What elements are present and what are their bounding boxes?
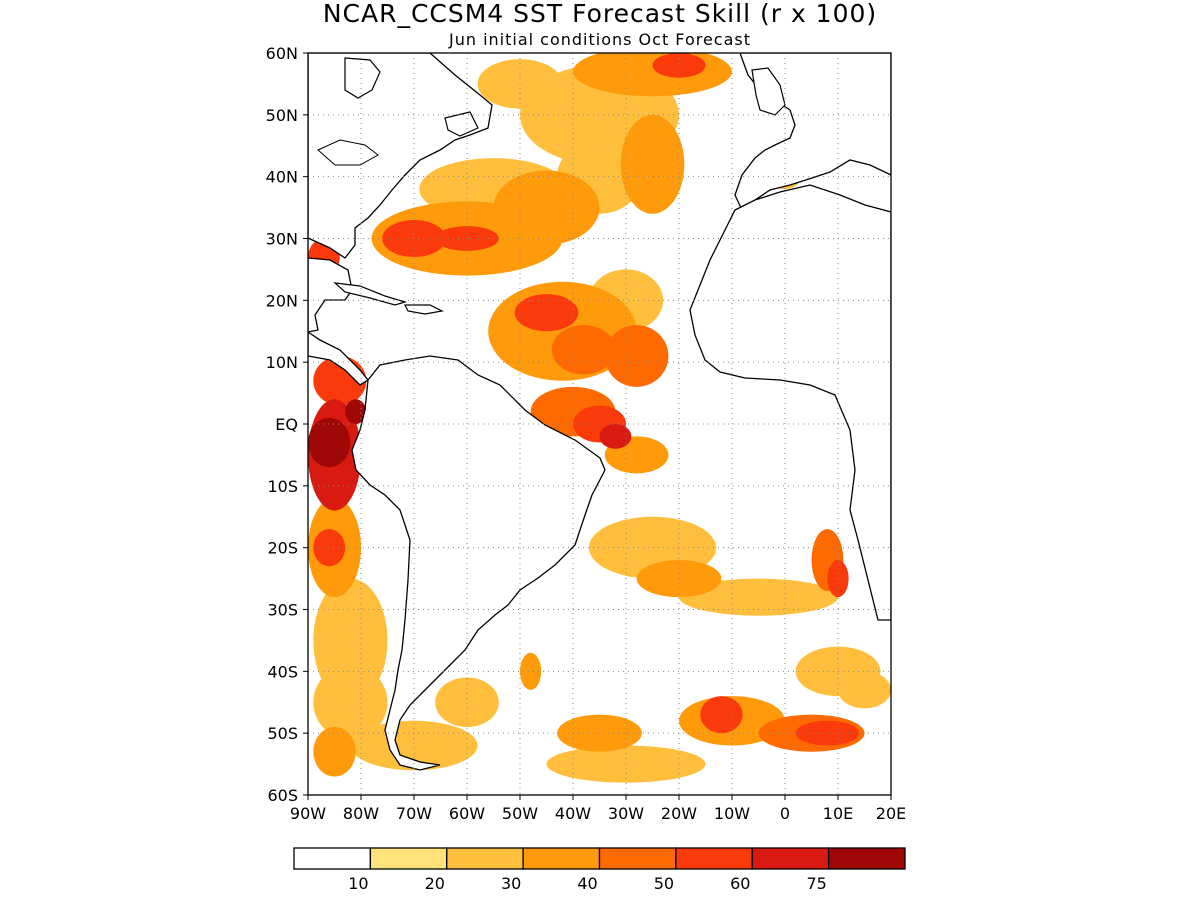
gulf-coast: [308, 257, 353, 333]
skill-region: [308, 417, 351, 468]
skill-region: [599, 424, 632, 449]
lat-tick-label: 30S: [267, 601, 298, 620]
lon-tick-label: 10W: [714, 804, 750, 823]
skill-field: [308, 53, 891, 783]
lon-tick-label: 0: [780, 804, 790, 823]
central-america: [308, 331, 369, 386]
north-america-landmass: [308, 53, 493, 259]
lat-tick-label: 10S: [267, 477, 298, 496]
colorbar-label: 30: [501, 874, 521, 893]
colorbar-swatch: [369, 847, 448, 870]
british-isles: [751, 67, 786, 116]
lon-tick-label: 50W: [502, 804, 538, 823]
skill-region: [514, 294, 579, 332]
newfoundland: [444, 111, 479, 137]
lat-tick-label: 20S: [267, 539, 298, 558]
colorbar-label: 10: [348, 874, 368, 893]
skill-region: [345, 399, 367, 424]
colorbar-swatch: [522, 847, 601, 870]
lon-tick-label: 20W: [661, 804, 697, 823]
colorbar-label: 60: [730, 874, 750, 893]
skill-region: [313, 665, 388, 740]
graticule: [308, 53, 891, 795]
colorbar-swatch: [675, 847, 753, 870]
skill-region: [313, 726, 356, 777]
africa-landmass: [689, 184, 891, 621]
lon-tick-label: 40W: [555, 804, 591, 823]
skill-region: [557, 714, 642, 752]
skill-region: [679, 578, 838, 616]
colorbar: 10 20 30 40 50 60 75: [293, 847, 906, 893]
lat-tick-label: 10N: [266, 353, 298, 372]
skill-region: [551, 325, 616, 375]
colorbar-swatch: [751, 847, 830, 870]
hudson-bay-shore: [344, 57, 381, 99]
skill-region: [573, 53, 732, 97]
lat-tick-label: 50N: [266, 106, 298, 125]
lon-tick-label: 90W: [290, 804, 326, 823]
skill-region: [604, 325, 669, 387]
skill-region: [546, 745, 706, 783]
lat-tick-label: 40N: [266, 168, 298, 187]
skill-region: [493, 170, 600, 245]
lon-tick-label: 10E: [823, 804, 853, 823]
skill-region: [350, 720, 478, 771]
lat-tick-label: 60S: [267, 786, 298, 805]
lat-tick-label: 40S: [267, 662, 298, 681]
hispaniola: [404, 304, 444, 315]
lat-tick-label: 20N: [266, 291, 298, 310]
colorbar-swatch: [598, 847, 677, 870]
skill-region: [838, 671, 891, 709]
map-title: NCAR_CCSM4 SST Forecast Skill (r x 100): [323, 0, 877, 28]
map-subtitle: Jun initial conditions Oct Forecast: [448, 30, 751, 49]
great-lakes: [317, 139, 379, 166]
colorbar-label: 20: [425, 874, 445, 893]
colorbar-swatch: [293, 847, 372, 870]
skill-region: [795, 720, 860, 746]
skill-region: [700, 696, 743, 734]
lat-tick-label: 60N: [266, 44, 298, 63]
land-masses: [308, 53, 891, 771]
colorbar-label: 50: [654, 874, 674, 893]
colorbar-label: 40: [577, 874, 597, 893]
lon-tick-label: 80W: [343, 804, 379, 823]
skill-region: [520, 652, 542, 690]
skill-region: [313, 529, 346, 567]
latitude-axis: 60N 50N 40N 30N 20N 10N EQ 10S 20S 30S 40S 50S 60S: [266, 44, 308, 805]
skill-region: [652, 53, 706, 78]
colorbar-swatch: [827, 847, 906, 870]
skill-region: [620, 114, 685, 214]
lon-tick-label: 20E: [876, 804, 906, 823]
colorbar-label: 75: [806, 874, 826, 893]
skill-region: [435, 677, 499, 727]
cuba: [333, 282, 408, 306]
lon-tick-label: 70W: [396, 804, 432, 823]
lat-tick-label: 50S: [267, 724, 298, 743]
longitude-axis: 90W 80W 70W 60W 50W 40W 30W 20W 10W 0 10E 20E: [290, 795, 906, 823]
lon-tick-label: 60W: [449, 804, 485, 823]
lat-tick-label: EQ: [275, 415, 298, 434]
colorbar-swatch: [446, 847, 524, 870]
south-america-landmass: [351, 355, 606, 771]
lat-tick-label: 30N: [266, 230, 298, 249]
lon-tick-label: 30W: [608, 804, 644, 823]
